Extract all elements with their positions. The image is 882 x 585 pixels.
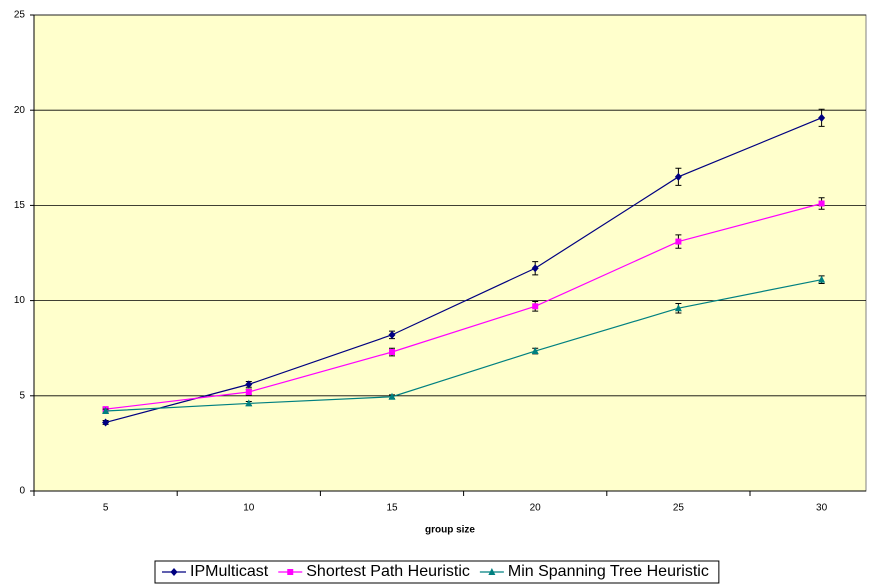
legend-box [154,560,720,584]
x-tick-label: 5 [103,503,109,514]
marker [388,392,396,400]
y-tick-label: 15 [14,200,26,211]
marker [245,399,253,407]
marker [675,238,682,245]
marker [245,380,253,389]
marker [531,347,539,355]
legend-label: Min Spanning Tree Heuristic [508,563,709,580]
marker [245,388,252,395]
y-tick-label: 10 [14,295,26,306]
marker [488,568,496,575]
marker [388,330,396,339]
x-tick-label: 15 [386,503,398,514]
y-tick-label: 5 [19,390,25,401]
marker [531,264,539,273]
x-tick-label: 20 [530,503,542,514]
y-tick-label: 0 [19,486,25,497]
legend-label: IPMulticast [190,563,269,580]
marker [818,113,826,122]
series-line [105,202,822,410]
marker [102,407,110,415]
x-tick-label: 25 [673,503,685,514]
marker [674,172,682,181]
marker [532,303,539,310]
legend-label: Shortest Path Heuristic [306,563,470,580]
marker [389,349,395,356]
x-tick-label: 30 [816,503,828,514]
series-line [105,279,822,412]
marker [287,569,294,575]
marker [170,568,178,576]
legend: IPMulticast Shortest Path Heuristic Min Sp… [154,560,720,584]
y-tick-label: 20 [14,105,26,116]
marker [102,418,110,427]
plot-area [33,14,867,492]
marker [818,275,826,283]
marker [674,304,682,312]
x-axis-label: group size [425,525,475,536]
marker [818,200,825,207]
series-line [105,117,822,424]
x-tick-label: 10 [243,503,255,514]
y-tick-label: 25 [14,10,26,21]
